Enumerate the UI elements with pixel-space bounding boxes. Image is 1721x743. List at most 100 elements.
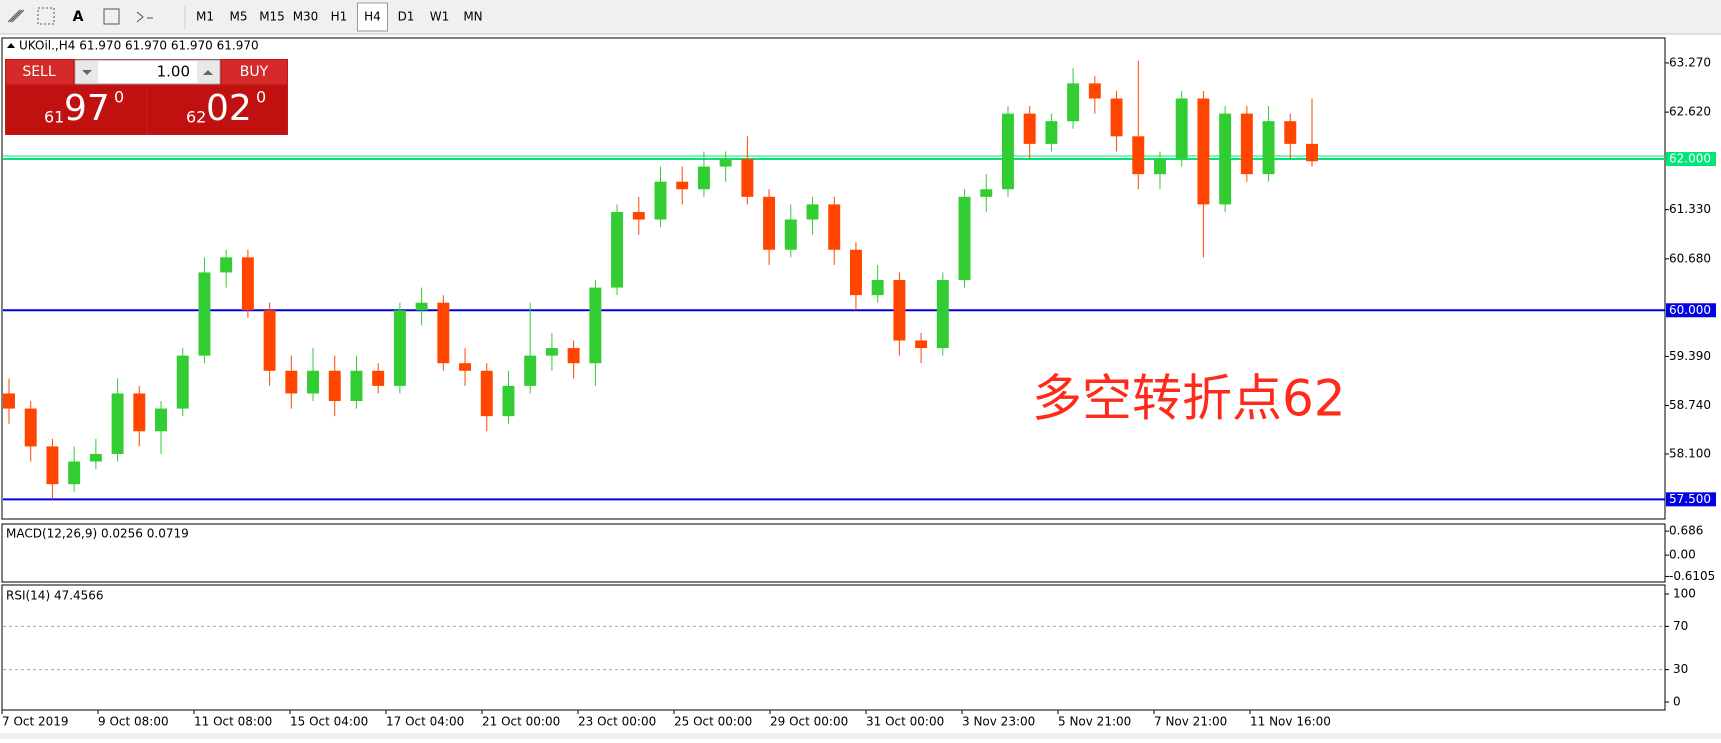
candle-body (763, 196, 776, 250)
icon-grid[interactable] (37, 7, 55, 25)
sell-button[interactable] (6, 60, 73, 84)
sell-pips: 97 (64, 88, 110, 129)
x-tick-label: 31 Oct 00:00 (866, 715, 944, 729)
candle-body (1175, 98, 1188, 160)
x-tick-label: 15 Oct 04:00 (290, 715, 368, 729)
icon-label[interactable] (103, 8, 120, 25)
candle-body (936, 280, 949, 349)
sell-big-figure: 61 (44, 108, 64, 127)
chart-title: UKOil.,H4 61.970 61.970 61.970 61.970 (19, 39, 259, 53)
candle-body (958, 196, 971, 281)
candle-body (24, 408, 37, 447)
candle-body (241, 257, 254, 311)
level-label-bg (1666, 492, 1716, 507)
timeframe-button[interactable]: H1 (331, 10, 348, 24)
buy-price-box[interactable] (148, 86, 287, 134)
plot: 63.270 62.620 61.330 60.680 59.390 58.740 58.1… (1, 55, 1716, 729)
candle-body (980, 189, 993, 197)
tool-icons[interactable]: A (7, 5, 186, 29)
candle-body (176, 355, 189, 409)
candle-body (393, 310, 406, 386)
y-tick-label: 63.270 (1669, 55, 1711, 69)
status-strip (0, 733, 1721, 739)
x-tick-label: 25 Oct 00:00 (674, 715, 752, 729)
candle-body (915, 340, 928, 349)
x-tick-label: 5 Nov 21:00 (1058, 715, 1131, 729)
timeframe-button[interactable]: D1 (398, 10, 415, 24)
x-tick-label: 9 Oct 08:00 (98, 715, 169, 729)
macd-tick-label: 0.686 (1669, 524, 1703, 538)
x-tick-label: 3 Nov 23:00 (962, 715, 1035, 729)
x-tick-label: 23 Oct 00:00 (578, 715, 656, 729)
volume[interactable]: 1.00 (157, 63, 190, 81)
y-tick-label: 60.680 (1669, 251, 1711, 265)
buy-label[interactable]: BUY (240, 64, 269, 80)
sell-price-box[interactable] (6, 86, 146, 134)
x-tick-label: 7 Nov 21:00 (1154, 715, 1227, 729)
candle-body (741, 159, 754, 197)
x-tick-label: 11 Oct 08:00 (194, 715, 272, 729)
candle-body (1110, 98, 1123, 137)
level-label-bg (1666, 303, 1716, 318)
icon-text[interactable]: A (73, 9, 84, 25)
collapse-icon[interactable] (7, 43, 15, 48)
candle-body (871, 280, 884, 296)
rsi-tick-label: 70 (1673, 619, 1688, 633)
candle-body (654, 181, 667, 220)
candle-body (1306, 143, 1318, 162)
x-tick-label: 21 Oct 00:00 (482, 715, 560, 729)
candle-body (1023, 113, 1036, 144)
y-tick-label: 59.390 (1669, 349, 1711, 363)
candle-body (372, 370, 385, 386)
candle-body (220, 257, 233, 273)
candle-body (437, 302, 450, 364)
buy-point: 0 (256, 88, 266, 107)
candle-body (1219, 113, 1232, 205)
icon-arrows[interactable] (136, 11, 153, 23)
candle-body (611, 211, 624, 288)
timeframe-button[interactable]: M5 (230, 10, 248, 24)
sell-label[interactable]: SELL (22, 64, 56, 80)
candle-body (1154, 159, 1166, 175)
volume-input[interactable] (74, 59, 221, 85)
buy-big-figure: 62 (186, 108, 206, 127)
buy-button[interactable] (222, 60, 287, 84)
candle-body (697, 166, 710, 190)
toolbar (0, 0, 1721, 34)
candle-body (111, 393, 124, 454)
candle-body (459, 363, 472, 371)
annotation: 多空转折点62 (1032, 370, 1346, 428)
level-label-bg (1666, 152, 1716, 167)
timeframe-button[interactable]: M15 (259, 10, 285, 24)
candle-body (307, 370, 320, 394)
candle-body (632, 211, 645, 220)
rsi-tick-label: 100 (1673, 587, 1696, 601)
sell-point: 0 (114, 88, 124, 107)
y-tick-label: 62.620 (1669, 105, 1711, 119)
level-label: 62.000 (1669, 152, 1711, 166)
candle-body (828, 204, 841, 250)
candle-body (1067, 83, 1080, 122)
timeframe-active (357, 2, 388, 32)
timeframe-button[interactable]: W1 (430, 10, 450, 24)
candle-body (285, 370, 298, 394)
level-label: 57.500 (1669, 492, 1711, 506)
icon-fibo[interactable] (7, 9, 25, 23)
candle-body (263, 310, 276, 371)
up-arrow (203, 70, 213, 75)
x-tick-label: 7 Oct 2019 (2, 715, 69, 729)
main-panel (1, 37, 1666, 520)
timeframe-button[interactable]: M1 (196, 10, 214, 24)
candle-body (524, 355, 537, 386)
timeframe-button[interactable]: M30 (293, 10, 319, 24)
candle-body (589, 287, 602, 364)
candle-body (784, 219, 797, 250)
timeframe-button[interactable]: MN (463, 10, 482, 24)
y-tick-label: 61.330 (1669, 202, 1711, 216)
timeframe-button[interactable]: H4 (364, 10, 381, 24)
rsi-tick-label: 0 (1673, 695, 1681, 709)
candle-body (719, 159, 732, 167)
x-tick-label: 11 Nov 16:00 (1250, 715, 1331, 729)
candle-body (350, 370, 363, 402)
